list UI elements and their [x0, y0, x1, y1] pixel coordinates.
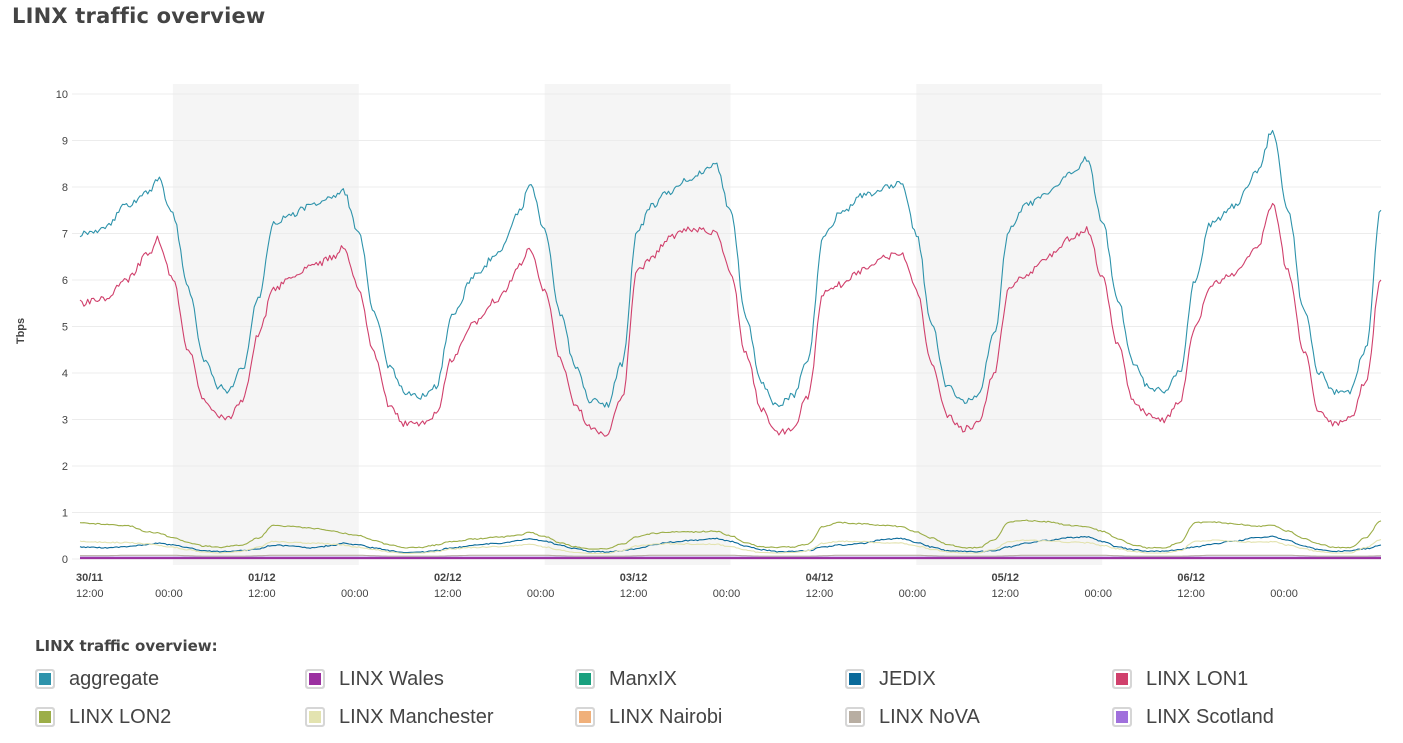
legend-item-linx-nairobi[interactable]: LINX Nairobi	[575, 703, 722, 731]
y-axis-label: Tbps	[15, 318, 27, 344]
legend-item-linx-manchester[interactable]: LINX Manchester	[305, 703, 494, 731]
x-tick-time: 12:00	[434, 588, 462, 600]
legend-swatch	[305, 669, 325, 689]
series-lines	[79, 129, 1382, 560]
legend-title: LINX traffic overview:	[35, 637, 218, 655]
series-line-jedix	[79, 535, 1382, 554]
legend-swatch	[35, 669, 55, 689]
x-tick-time: 00:00	[899, 588, 927, 600]
night-band-0	[172, 84, 359, 565]
y-axis-ticks: 0 1 2 3 4 5 6 7 8 9 10	[56, 89, 68, 566]
legend-label: LINX NoVA	[879, 705, 980, 728]
x-tick-date: 01/12	[248, 572, 276, 584]
y-tick-label: 9	[62, 136, 68, 148]
legend-swatch	[575, 669, 595, 689]
y-tick-label: 6	[62, 275, 68, 287]
x-tick-time: 00:00	[341, 588, 369, 600]
page-title: LINX traffic overview	[12, 4, 266, 28]
legend-item-jedix[interactable]: JEDIX	[845, 665, 936, 693]
y-tick-label: 5	[62, 322, 68, 334]
legend-swatch	[1112, 707, 1132, 727]
x-tick-date: 05/12	[992, 572, 1020, 584]
y-tick-label: 10	[56, 89, 68, 101]
legend-label: JEDIX	[879, 667, 936, 690]
legend-label: LINX Scotland	[1146, 705, 1274, 728]
legend-item-aggregate[interactable]: aggregate	[35, 665, 159, 693]
legend-label: LINX LON1	[1146, 667, 1249, 690]
night-band-1	[544, 84, 731, 565]
legend-label: aggregate	[69, 667, 160, 690]
x-tick-time: 12:00	[1177, 588, 1205, 600]
night-bands	[172, 84, 1103, 565]
legend-swatch	[305, 707, 325, 727]
x-tick-time: 00:00	[1270, 588, 1298, 600]
series-line-aggregate	[79, 129, 1382, 408]
y-tick-label: 2	[62, 461, 68, 473]
x-tick-time: 12:00	[620, 588, 648, 600]
x-tick-time: 00:00	[155, 588, 183, 600]
x-tick-time: 00:00	[1084, 588, 1112, 600]
y-tick-label: 1	[62, 508, 68, 520]
legend-item-linx-nova[interactable]: LINX NoVA	[845, 703, 980, 731]
legend-item-manxix[interactable]: ManxIX	[575, 665, 677, 693]
legend-swatch	[845, 707, 865, 727]
night-band-2	[916, 84, 1103, 565]
traffic-chart: 0 1 2 3 4 5 6 7 8 9 10 Tbps 30/11 12:00 00:00 01/12 12…	[15, 84, 1382, 600]
y-tick-label: 7	[62, 229, 68, 241]
legend-item-linx-wales[interactable]: LINX Wales	[305, 665, 444, 693]
x-tick-time: 12:00	[992, 588, 1020, 600]
x-tick-date: 02/12	[434, 572, 462, 584]
series-line-linx-lon1	[79, 202, 1382, 437]
legend-label: LINX Manchester	[339, 705, 494, 728]
legend-label: LINX Wales	[339, 667, 444, 690]
grid-lines	[72, 93, 1381, 560]
x-tick-time: 12:00	[248, 588, 276, 600]
x-tick-time: 00:00	[527, 588, 555, 600]
x-tick-date: 06/12	[1177, 572, 1205, 584]
legend-swatch	[1112, 669, 1132, 689]
x-tick-date: 03/12	[620, 572, 648, 584]
x-tick-date: 04/12	[806, 572, 834, 584]
legend-label: ManxIX	[609, 667, 677, 690]
x-axis-ticks: 30/11 12:00 00:00 01/12 12:00 00:00 02/12 12:00…	[76, 572, 1298, 600]
x-tick-date: 30/11	[76, 572, 103, 584]
legend-swatch	[35, 707, 55, 727]
legend-swatch	[845, 669, 865, 689]
y-tick-label: 4	[62, 368, 68, 380]
series-line-linx-manchester	[79, 538, 1382, 554]
y-tick-label: 8	[62, 182, 68, 194]
y-tick-label: 0	[62, 554, 68, 566]
x-tick-time: 12:00	[76, 588, 104, 600]
y-tick-label: 3	[62, 415, 68, 427]
legend-swatch	[575, 707, 595, 727]
x-tick-time: 00:00	[713, 588, 741, 600]
series-line-linx-nova	[80, 554, 1382, 557]
legend-item-linx-scotland[interactable]: LINX Scotland	[1112, 703, 1274, 731]
legend-label: LINX Nairobi	[609, 705, 723, 728]
series-line-linx-lon2	[79, 519, 1382, 550]
x-tick-time: 12:00	[806, 588, 834, 600]
legend-item-linx-lon2[interactable]: LINX LON2	[35, 703, 171, 731]
legend-label: LINX LON2	[69, 705, 172, 728]
legend-item-linx-lon1[interactable]: LINX LON1	[1112, 665, 1248, 693]
